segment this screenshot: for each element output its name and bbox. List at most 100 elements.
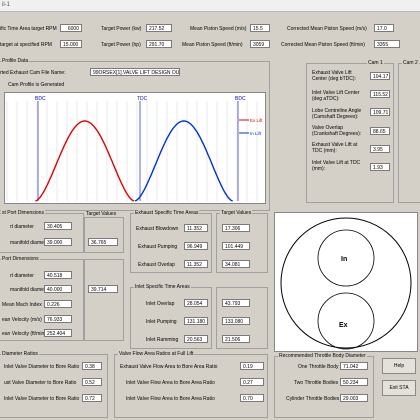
velocity-ftmin-field[interactable]: 252.404: [44, 329, 72, 337]
ex-overlap-field[interactable]: 11.352: [184, 260, 208, 268]
ex-blowdown-target-field[interactable]: 17.306: [222, 224, 250, 232]
in-manifold-diameter-label: manifold diameter: [10, 287, 50, 293]
in-overlap-field[interactable]: 28.054: [184, 299, 208, 307]
in-overlap-target-field[interactable]: 43.793: [222, 299, 250, 307]
ex-tdc-field[interactable]: 3.95: [370, 145, 390, 153]
ex-diameter-ratio-field[interactable]: 0.52: [82, 378, 102, 386]
diameter-ratio-field[interactable]: 0.72: [82, 394, 102, 402]
in-time-areas-group: Inlet Specific Time Areas: [130, 284, 212, 349]
in-time-areas-title: Inlet Specific Time Areas: [134, 284, 191, 290]
in-lift-center-field[interactable]: 115.52: [370, 90, 390, 98]
ex-lift-center-field[interactable]: 104.17: [370, 72, 390, 80]
target-power-hp-field[interactable]: 291.70: [146, 40, 172, 48]
lsa-label: Lobe Centreline Angle (Camshaft Degrees)…: [312, 108, 362, 120]
ex-port-diameter-label: rt diameter: [10, 224, 34, 230]
inlet-valve-circle: [317, 229, 375, 287]
one-throttle-field[interactable]: 71.042: [340, 362, 368, 370]
in-lift-legend-label: In Lift: [250, 131, 262, 136]
cmps-ms-field[interactable]: 17.0: [374, 24, 394, 32]
diameter-ratios-title: Diameter Ratios: [1, 351, 39, 357]
power-rpm-field[interactable]: 15.000: [60, 40, 82, 48]
ex-time-areas-title: Exhaust Specific Time Areas: [134, 210, 200, 216]
lsa-field[interactable]: 109.71: [370, 108, 390, 116]
throttle-group: Recommended Throttle Body Diameter: [274, 353, 374, 418]
one-throttle-label: One Throttle Body: [298, 364, 339, 370]
in-ramming-target-field[interactable]: 21.506: [222, 335, 250, 343]
mps-ftmin-field[interactable]: 3059: [250, 40, 270, 48]
overlap-field[interactable]: 88.65: [370, 127, 390, 135]
flow-ratio-field[interactable]: 0.70: [240, 394, 264, 402]
exhaust-port-group: st Port Dimensions: [0, 210, 84, 253]
ex-time-targets-group: Target Values: [216, 210, 268, 273]
in-manifold-diameter-field[interactable]: 40.000: [44, 285, 72, 293]
diameter-ratios-group: Diameter Ratios: [0, 351, 108, 418]
ex-flow-ratio-field[interactable]: 0.19: [240, 362, 264, 370]
cyl-throttle-field[interactable]: 29.003: [340, 394, 368, 402]
flow-ratios-group: Valve Flow Area Ratios at Full Lift: [114, 351, 268, 418]
cam1-title: Cam 1: [367, 60, 384, 66]
in-flow-ratio-label: Inlet Valve Flow Area to Bore Area Ratio: [126, 380, 215, 386]
ex-port-target-field[interactable]: 36.765: [88, 238, 118, 246]
cmps-ftmin-field[interactable]: 3355: [374, 40, 400, 48]
in-pumping-field[interactable]: 131.180: [184, 317, 208, 325]
overlap-label: Valve Overlap (Crankshaft Degrees):: [312, 125, 362, 137]
target-power-kw-label: Target Power (kw): [101, 26, 142, 32]
help-button[interactable]: Help: [382, 358, 416, 374]
in-pumping-target-field[interactable]: 133.080: [222, 317, 250, 325]
bdc-left-label: BDC: [35, 96, 46, 102]
exit-button[interactable]: Exit STA: [382, 380, 416, 396]
velocity-ms-field[interactable]: 76.933: [44, 315, 72, 323]
mach-index-label: Mean Mach Index: [2, 302, 42, 308]
in-port-target-group: [84, 259, 124, 341]
ex-tdc-label: Exhaust Valve Lift at TDC (mm):: [312, 142, 358, 154]
ex-pumping-field[interactable]: 96.949: [184, 242, 208, 250]
cam1-group: Cam 1: [306, 60, 394, 203]
cam2-title: Cam 2: [402, 60, 419, 66]
flow-ratios-title: Valve Flow Area Ratios at Full Lift: [118, 351, 195, 357]
target-power-kw-field[interactable]: 217.52: [146, 24, 172, 32]
in-diameter-ratio-field[interactable]: 0.38: [82, 362, 102, 370]
ex-port-target-group: [84, 217, 124, 253]
inlet-valve-label: In: [341, 256, 347, 263]
in-ramming-field[interactable]: 20.563: [184, 335, 208, 343]
exhaust-valve-circle: [317, 292, 375, 350]
chart-grid: [6, 101, 258, 201]
mach-index-field[interactable]: 0.226: [44, 300, 72, 308]
in-lift-series: [134, 120, 233, 202]
target-power-hp-label: Target Power (hp): [101, 42, 141, 48]
ex-time-targets-title: Target Values: [220, 210, 253, 216]
in-port-diameter-field[interactable]: 40.518: [44, 271, 72, 279]
ex-blowdown-label: Exhaust Blowdown: [136, 226, 179, 232]
cam-file-field[interactable]: 99ORSEX[1].VALVE LIFT DESIGN OUTPUT.svl: [90, 68, 180, 76]
in-port-target-field[interactable]: 39.714: [88, 285, 118, 293]
ex-time-areas-group: Exhaust Specific Time Areas: [130, 210, 212, 273]
in-tdc-label: Inlet Valve Lift at TDC (mm):: [312, 160, 361, 172]
in-flow-ratio-field[interactable]: 0.27: [240, 378, 264, 386]
bdc-right-label: BDC: [235, 96, 246, 102]
ex-diameter-ratio-label: ust Valve Diameter to Bore Ratio: [4, 380, 77, 386]
exhaust-valve-label: Ex: [339, 322, 348, 329]
exhaust-port-title: st Port Dimensions: [1, 210, 45, 216]
inlet-port-group: Port Dimensions: [0, 256, 84, 341]
profile-group-title: Profile Data: [1, 58, 30, 64]
ex-port-diameter-field[interactable]: 30.405: [44, 222, 72, 230]
valve-lift-chart: BDC TDC BDC Ex Lift In Lift: [4, 92, 266, 204]
ex-blowdown-field[interactable]: 11.352: [184, 224, 208, 232]
diameter-ratio-label: Inlet Valve Diameter to Bore Ratio: [4, 396, 80, 402]
time-area-rpm-field[interactable]: 6000: [60, 24, 82, 32]
in-tdc-field[interactable]: 1.93: [370, 163, 390, 171]
two-throttle-field[interactable]: 50.234: [340, 378, 368, 386]
mps-ms-field[interactable]: 15.5: [250, 24, 270, 32]
ex-lift-series: [35, 120, 135, 202]
ex-overlap-target-field[interactable]: 34.081: [222, 260, 250, 268]
ex-lift-legend-label: Ex Lift: [250, 118, 263, 123]
cyl-throttle-label: Cylinder Throttle Bodies: [286, 396, 340, 402]
in-ramming-label: Inlet Ramming: [146, 337, 179, 343]
mps-ftmin-label: Mean Piston Speed (ft/min): [182, 42, 243, 48]
ex-manifold-diameter-field[interactable]: 39.000: [44, 238, 72, 246]
in-time-targets-group: [216, 287, 268, 349]
ex-manifold-diameter-label: manifold diameter: [10, 240, 50, 246]
two-throttle-label: Two Throttle Bodies: [294, 380, 339, 386]
ex-pumping-target-field[interactable]: 101.449: [222, 242, 250, 250]
in-port-diameter-label: rt diameter: [10, 273, 34, 279]
